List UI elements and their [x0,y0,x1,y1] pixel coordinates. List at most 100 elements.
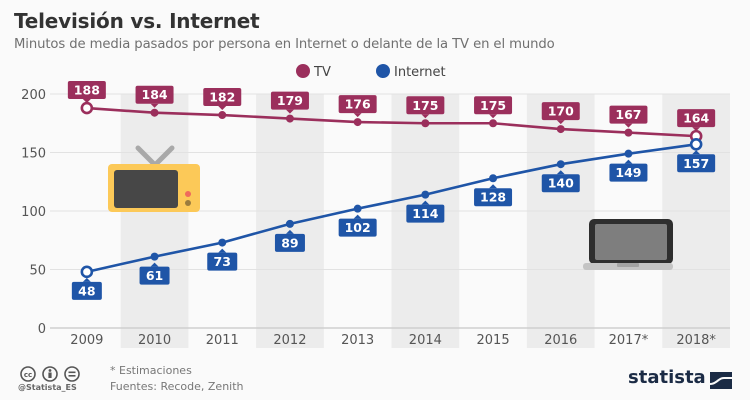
data-label-box [338,95,377,114]
data-label: 140 [541,170,580,193]
legend-label: Internet [394,65,446,80]
y-tick-label: 100 [21,205,46,220]
column-bands [120,94,730,348]
data-label: 61 [139,262,170,285]
data-point[interactable] [218,111,227,120]
data-label-box [474,188,513,207]
data-label-pointer [285,109,294,114]
data-label: 176 [338,95,377,118]
data-label-pointer [556,170,565,175]
data-label: 175 [474,96,513,119]
column-band [120,94,189,348]
data-label: 188 [67,81,106,104]
data-point[interactable] [150,252,159,261]
data-point[interactable] [556,160,565,169]
data-label-text: 48 [78,283,95,298]
data-label-box [609,163,648,182]
data-label-pointer [489,184,498,189]
data-label: 73 [207,248,238,271]
data-point[interactable] [80,265,94,279]
data-point[interactable] [489,174,498,183]
data-label-pointer [624,123,633,128]
data-label-box [474,96,513,115]
data-label-pointer [624,159,633,164]
data-label: 179 [270,91,309,114]
data-label-text: 114 [412,206,438,221]
data-point[interactable] [556,125,565,134]
x-tick-label: 2012 [273,333,306,348]
data-point[interactable] [489,119,498,128]
series-lines [80,101,703,279]
chart-title: Televisión vs. Internet [14,9,260,33]
data-point[interactable] [80,101,94,115]
data-label-pointer [82,277,91,282]
data-label-box [207,252,238,271]
legend-label: TV [313,65,331,80]
data-label-text: 164 [683,111,709,126]
data-label-pointer [556,120,565,125]
data-label-pointer [150,103,159,108]
data-point[interactable] [624,128,633,137]
data-label: 164 [677,109,716,132]
data-label-pointer [285,229,294,234]
data-point[interactable] [421,119,430,128]
data-label-box [406,96,445,115]
data-label-box [139,266,170,285]
x-tick-label: 2014 [409,333,442,348]
data-label: 170 [541,102,580,125]
data-label-pointer [692,150,701,155]
data-label-pointer [353,113,362,118]
cc-icon: cc [20,366,36,382]
data-point[interactable] [285,219,294,228]
twitter-handle: @Statista_ES [18,383,77,392]
data-label-pointer [82,99,91,104]
data-label-box [677,154,716,173]
data-point[interactable] [353,204,362,213]
statista-logo-icon[interactable] [710,372,732,389]
data-point[interactable] [150,108,159,117]
data-label-box [203,88,242,107]
data-label-box [677,109,716,128]
data-label-text: 61 [146,268,163,283]
data-label-box [541,174,580,193]
data-label-text: 179 [277,93,303,108]
data-label-box [406,204,445,223]
data-label: 184 [135,85,174,108]
x-tick-label: 2009 [70,333,103,348]
data-point[interactable] [624,149,633,158]
series-line-internet [86,143,697,274]
data-label-text: 140 [548,176,574,191]
data-label: 102 [338,214,377,237]
y-tick-label: 200 [21,88,46,103]
data-label: 175 [406,96,445,119]
y-tick-label: 0 [38,322,46,337]
statista-logo-text[interactable]: statista [628,367,706,388]
data-label-text: 157 [683,156,709,171]
x-tick-label: 2013 [341,333,374,348]
data-label: 89 [274,229,305,252]
data-label-text: 128 [480,190,506,205]
data-label-text: 184 [142,87,168,102]
data-label-text: 188 [74,83,100,98]
data-label-box [609,105,648,124]
data-point[interactable] [689,138,703,151]
data-point[interactable] [218,238,227,247]
legend-item-internet[interactable]: Internet [376,64,446,80]
data-labels: 188 184 182 179 176 175 175 170 167 164 48 61 73 89 10… [67,81,716,300]
data-label-text: 175 [412,98,438,113]
by-attribution-icon [42,366,58,382]
legend-item-tv[interactable]: TV [296,64,331,80]
data-label-box [274,233,305,252]
tv-icon [108,145,200,212]
data-label-pointer [421,200,430,205]
data-point[interactable] [353,118,362,127]
data-label-text: 73 [214,254,231,269]
sources-text: Fuentes: Recode, Zenith [110,380,244,393]
data-label: 167 [609,105,648,128]
data-point[interactable] [285,114,294,123]
data-point[interactable] [421,190,430,199]
legend-swatch [296,64,310,78]
data-label-box [338,218,377,237]
data-label-pointer [353,214,362,219]
